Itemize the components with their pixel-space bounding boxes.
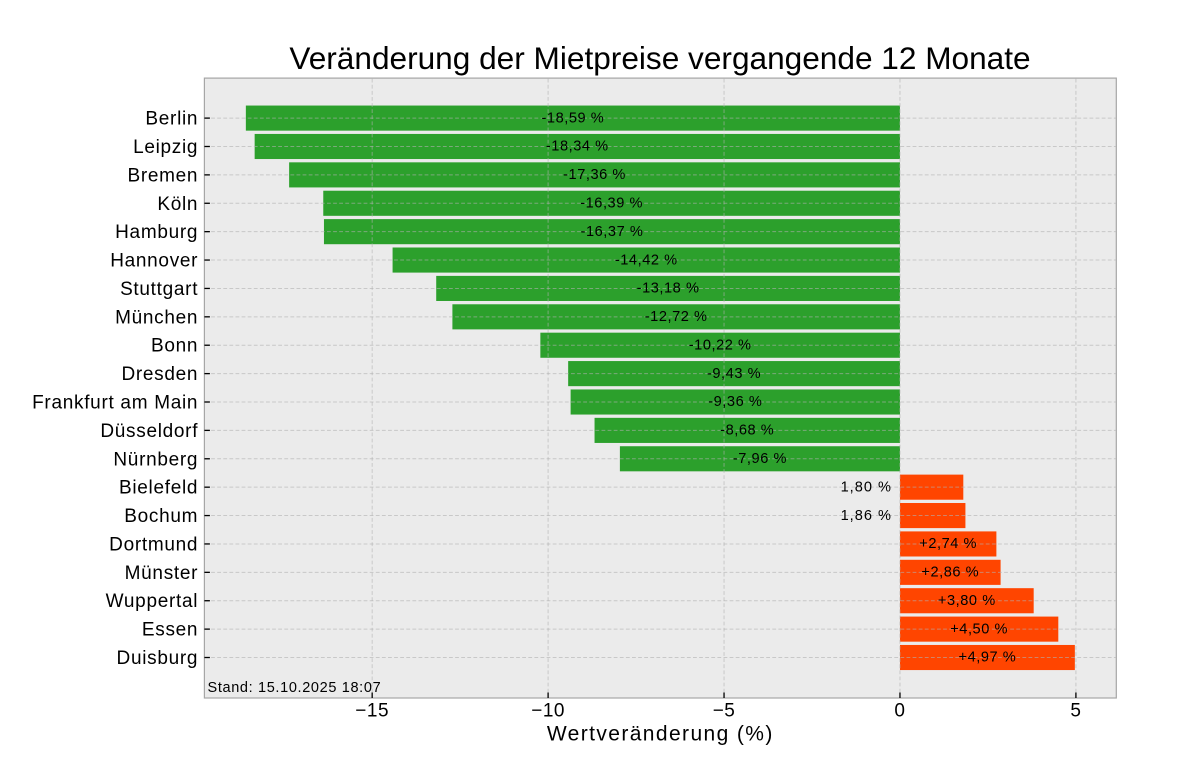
svg-text:-18,59 %: -18,59 %: [542, 110, 605, 126]
svg-text:Berlin: Berlin: [145, 109, 198, 130]
svg-text:-18,34 %: -18,34 %: [546, 139, 609, 155]
svg-text:Dresden: Dresden: [121, 364, 198, 385]
svg-text:Bielefeld: Bielefeld: [119, 478, 198, 499]
svg-text:-8,68 %: -8,68 %: [720, 423, 774, 439]
svg-text:Frankfurt am Main: Frankfurt am Main: [32, 393, 198, 414]
svg-text:Essen: Essen: [142, 620, 198, 641]
svg-text:−10: −10: [531, 700, 565, 721]
svg-text:+3,80 %: +3,80 %: [938, 593, 996, 609]
svg-text:Hannover: Hannover: [110, 251, 198, 272]
svg-text:-16,37 %: -16,37 %: [581, 224, 644, 240]
svg-text:1,86 %: 1,86 %: [841, 508, 892, 524]
svg-text:Nürnberg: Nürnberg: [113, 449, 198, 470]
svg-text:Stuttgart: Stuttgart: [120, 279, 198, 300]
svg-text:0: 0: [894, 700, 905, 721]
svg-text:Dortmund: Dortmund: [109, 534, 198, 555]
svg-text:Bochum: Bochum: [124, 506, 198, 527]
svg-text:-7,96 %: -7,96 %: [733, 451, 787, 467]
svg-text:-12,72 %: -12,72 %: [645, 309, 708, 325]
svg-text:Duisburg: Duisburg: [117, 648, 199, 669]
svg-text:Leipzig: Leipzig: [133, 137, 198, 158]
svg-text:5: 5: [1070, 700, 1081, 721]
svg-text:-17,36 %: -17,36 %: [563, 167, 626, 183]
svg-text:Hamburg: Hamburg: [115, 222, 198, 243]
svg-text:+4,50 %: +4,50 %: [950, 621, 1008, 637]
svg-text:-16,39 %: -16,39 %: [580, 195, 643, 211]
svg-text:Köln: Köln: [157, 194, 198, 215]
svg-text:-9,43 %: -9,43 %: [707, 366, 761, 382]
svg-text:-9,36 %: -9,36 %: [708, 394, 762, 410]
svg-text:−5: −5: [713, 700, 736, 721]
svg-text:+2,74 %: +2,74 %: [919, 536, 977, 552]
svg-text:Veränderung der Mietpreise ver: Veränderung der Mietpreise vergangende 1…: [289, 40, 1030, 76]
svg-text:-13,18 %: -13,18 %: [637, 281, 700, 297]
svg-text:Düsseldorf: Düsseldorf: [100, 421, 198, 442]
svg-text:+4,97 %: +4,97 %: [959, 650, 1017, 666]
svg-text:-14,42 %: -14,42 %: [615, 252, 678, 268]
svg-text:−15: −15: [355, 700, 389, 721]
svg-text:1,80 %: 1,80 %: [841, 479, 892, 495]
svg-text:Stand: 15.10.2025 18:07: Stand: 15.10.2025 18:07: [208, 680, 382, 696]
svg-text:+2,86 %: +2,86 %: [921, 565, 979, 581]
svg-text:Bremen: Bremen: [127, 165, 198, 186]
svg-text:Bonn: Bonn: [151, 336, 198, 357]
svg-text:Wertveränderung (%): Wertveränderung (%): [547, 723, 774, 746]
svg-text:Münster: Münster: [125, 563, 199, 584]
svg-text:Wuppertal: Wuppertal: [106, 591, 199, 612]
svg-text:-10,22 %: -10,22 %: [689, 337, 752, 353]
svg-text:München: München: [115, 307, 198, 328]
